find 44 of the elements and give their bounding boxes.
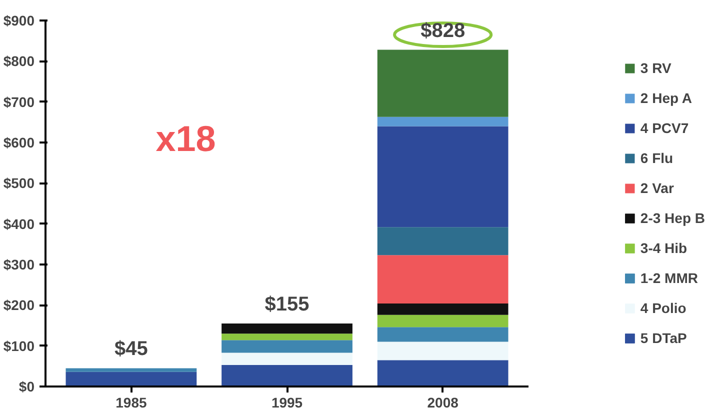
y-tick-label: $700: [3, 94, 35, 110]
annotation: x18: [156, 118, 216, 159]
bar: [377, 304, 508, 315]
y-tick-label: $900: [3, 12, 35, 28]
y-tick-label: $0: [18, 378, 35, 394]
legend-label: 3-4 Hib: [640, 240, 688, 256]
bar: [377, 255, 508, 304]
bar: [66, 372, 197, 386]
total-label: $155: [264, 293, 310, 316]
bar: [377, 342, 508, 360]
bar: [222, 340, 352, 353]
legend-label: 1-2 MMR: [640, 270, 698, 286]
y-tick-label: $200: [3, 297, 35, 314]
bar: [222, 364, 352, 386]
x-tick-label: 1995: [271, 394, 303, 410]
bar: [377, 314, 508, 328]
x-tick-label: 1985: [116, 394, 147, 410]
legend-label: 4 PCV7: [640, 120, 689, 136]
x-tick-label: 2008: [427, 394, 459, 410]
bar: [377, 327, 508, 342]
bar: [377, 227, 508, 256]
bar: [222, 323, 352, 334]
bar: [222, 352, 352, 365]
bar: [377, 116, 508, 126]
bar: [377, 50, 508, 117]
total-label: $828: [420, 20, 466, 42]
y-tick-label: $800: [3, 53, 35, 70]
bar: [66, 368, 197, 372]
legend-label: 6 Flu: [640, 150, 674, 166]
bar: [377, 126, 508, 228]
bar: [377, 360, 508, 386]
y-tick-label: $600: [3, 134, 35, 150]
legend-label: 2 Hep A: [640, 90, 692, 106]
legend-label: 3 RV: [640, 60, 672, 76]
legend-label: 2 Var: [640, 180, 674, 196]
y-tick-label: $400: [3, 216, 35, 232]
total-label: $45: [114, 338, 148, 360]
legend-label: 4 Polio: [640, 300, 686, 316]
bar: [222, 334, 352, 340]
y-tick-label: $300: [3, 256, 35, 272]
y-tick-label: $100: [3, 338, 35, 354]
y-tick-label: $500: [3, 175, 35, 192]
legend-label: 2-3 Hep B: [640, 210, 705, 226]
legend-label: 5 DTaP: [640, 330, 687, 346]
